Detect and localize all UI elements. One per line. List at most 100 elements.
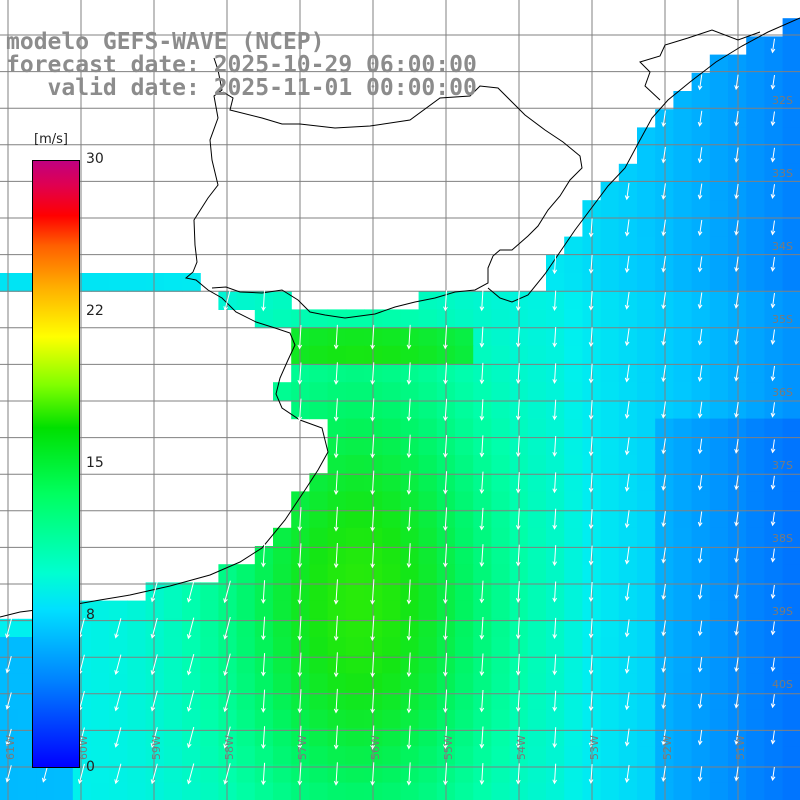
wind-arrow: [734, 584, 739, 600]
wind-cell: [145, 600, 165, 620]
wind-cell: [309, 746, 329, 765]
latitude-label: 32S: [772, 94, 793, 107]
wind-cell: [382, 746, 401, 765]
wind-cell: [91, 600, 110, 620]
wind-cell: [746, 127, 765, 147]
wind-cell: [418, 655, 438, 674]
wind-cell: [527, 546, 547, 565]
wind-cell: [728, 491, 747, 511]
wind-cell: [728, 782, 747, 800]
wind-cell: [673, 418, 693, 438]
wind-arrow: [661, 765, 666, 783]
wind-arrow: [297, 616, 303, 641]
wind-arrow: [770, 184, 776, 200]
wind-cell: [382, 436, 401, 456]
wind-cell: [782, 655, 800, 674]
wind-arrow: [370, 362, 376, 385]
wind-arrow: [770, 766, 776, 782]
wind-arrow: [770, 730, 776, 745]
wind-cell: [746, 564, 765, 583]
wind-arrow: [661, 474, 666, 491]
wind-cell: [145, 673, 165, 693]
wind-cell: [673, 182, 693, 201]
wind-cell: [728, 709, 747, 729]
wind-cell: [746, 509, 765, 529]
wind-cell: [527, 600, 547, 620]
wind-cell: [291, 746, 310, 765]
wind-cell: [673, 473, 693, 492]
wind-cell: [691, 236, 711, 256]
wind-cell: [163, 618, 183, 638]
wind-cell: [709, 546, 729, 565]
wind-arrow: [624, 400, 630, 420]
wind-cell: [764, 673, 784, 693]
wind-cell: [345, 764, 365, 784]
wind-arrow: [624, 291, 630, 310]
wind-cell: [273, 764, 292, 784]
wind-cell: [637, 582, 656, 602]
wind-arrow: [479, 435, 485, 458]
wind-cell: [309, 600, 329, 620]
wind-cell: [564, 436, 583, 456]
colorbar-tick-0: 0: [86, 759, 95, 775]
wind-cell: [782, 455, 800, 474]
wind-cell: [746, 254, 765, 274]
wind-cell: [709, 254, 729, 274]
wind-cell: [527, 473, 547, 492]
wind-arrow: [515, 726, 521, 749]
wind-cell: [236, 782, 256, 800]
wind-cell: [709, 236, 729, 256]
wind-cell: [18, 764, 37, 784]
wind-arrow: [333, 579, 339, 605]
wind-cell: [709, 655, 729, 674]
wind-arrow: [150, 617, 158, 639]
wind-cell: [564, 600, 583, 620]
wind-cell: [600, 509, 620, 529]
wind-arrow: [223, 290, 231, 312]
wind-cell: [637, 491, 656, 511]
wind-arrow: [406, 324, 412, 350]
wind-cell: [382, 418, 401, 438]
wind-cell: [145, 782, 165, 800]
wind-arrow: [697, 256, 703, 273]
wind-cell: [782, 400, 800, 420]
wind-cell: [127, 673, 147, 693]
wind-cell: [163, 709, 183, 729]
wind-cell: [455, 637, 474, 656]
wind-cell: [273, 655, 292, 674]
wind-cell: [673, 655, 693, 674]
wind-cell: [637, 455, 656, 474]
wind-cell: [254, 637, 274, 656]
wind-cell: [782, 163, 800, 183]
wind-cell: [782, 273, 800, 292]
wind-cell: [291, 491, 310, 511]
wind-cell: [746, 309, 765, 329]
wind-cell: [709, 618, 729, 638]
wind-arrow: [661, 219, 666, 237]
wind-cell: [236, 637, 256, 656]
wind-cell: [455, 400, 474, 420]
wind-cell: [291, 600, 310, 620]
wind-arrow: [443, 325, 448, 350]
wind-cell: [782, 473, 800, 492]
wind-cell: [200, 764, 219, 784]
wind-cell: [491, 400, 511, 420]
wind-arrow: [697, 183, 703, 200]
wind-cell: [345, 728, 365, 747]
wind-cell: [782, 546, 800, 565]
wind-cell: [618, 491, 638, 511]
wind-cell: [382, 618, 401, 638]
wind-cell: [309, 509, 329, 529]
wind-cell: [637, 400, 656, 420]
wind-cell: [637, 691, 656, 711]
wind-arrow: [333, 725, 339, 750]
wind-arrow: [406, 434, 412, 459]
wind-cell: [673, 436, 693, 456]
wind-arrow: [588, 618, 594, 639]
wind-cell: [491, 473, 511, 492]
longitude-label: 55W: [442, 735, 455, 760]
colorbar-tick-15: 15: [86, 455, 104, 471]
wind-cell: [782, 182, 800, 201]
wind-cell: [746, 746, 765, 765]
wind-cell: [491, 382, 511, 401]
